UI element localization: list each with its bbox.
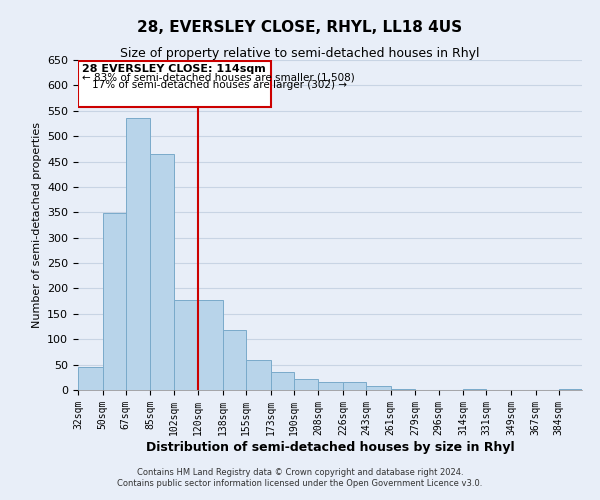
Bar [173,300,198,390]
FancyBboxPatch shape [78,61,271,107]
Text: Contains HM Land Registry data © Crown copyright and database right 2024.
Contai: Contains HM Land Registry data © Crown c… [118,468,482,487]
Bar [198,300,223,390]
X-axis label: Distribution of semi-detached houses by size in Rhyl: Distribution of semi-detached houses by … [146,440,514,454]
Bar [151,154,173,390]
Text: 17% of semi-detached houses are larger (302) →: 17% of semi-detached houses are larger (… [92,80,347,90]
Text: Size of property relative to semi-detached houses in Rhyl: Size of property relative to semi-detach… [120,48,480,60]
Bar [246,360,271,390]
Bar [126,118,151,390]
Bar [78,366,103,390]
Bar [366,386,391,390]
Bar [223,330,246,390]
Text: ← 83% of semi-detached houses are smaller (1,508): ← 83% of semi-detached houses are smalle… [82,72,355,82]
Bar [319,382,343,390]
Bar [294,379,319,390]
Y-axis label: Number of semi-detached properties: Number of semi-detached properties [32,122,41,328]
Bar [271,372,294,390]
Text: 28, EVERSLEY CLOSE, RHYL, LL18 4US: 28, EVERSLEY CLOSE, RHYL, LL18 4US [137,20,463,35]
Text: 28 EVERSLEY CLOSE: 114sqm: 28 EVERSLEY CLOSE: 114sqm [82,64,266,74]
Bar [103,214,126,390]
Bar [343,382,366,390]
